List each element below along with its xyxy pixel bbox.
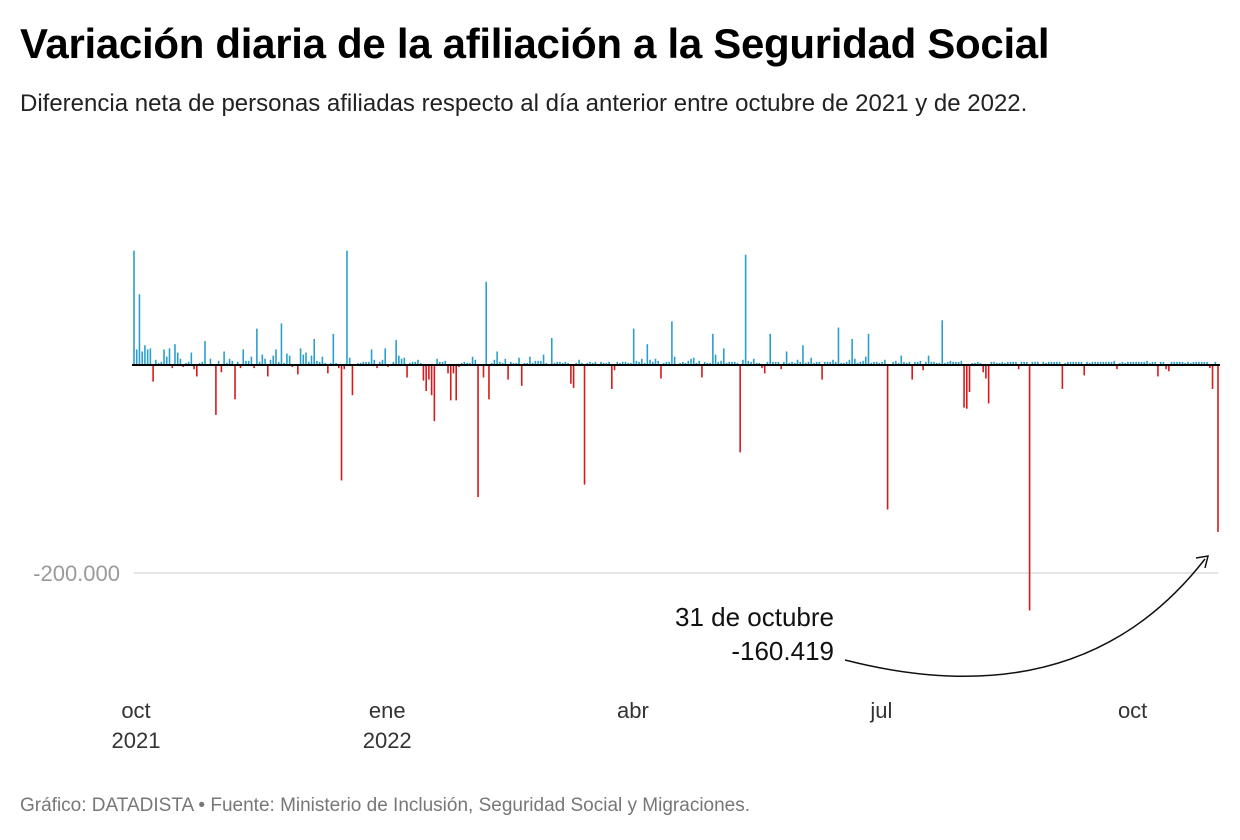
- x-tick-label-month: oct: [121, 698, 150, 723]
- annotation-arrow-head: [1195, 555, 1210, 569]
- bar-series: [133, 250, 1219, 611]
- daily-affiliation-chart: -200.000 oct 2021 ene 2022 abr jul oct 31 de o…: [33, 250, 1220, 753]
- x-tick-label-month: abr: [617, 698, 649, 723]
- x-tick-label-month: jul: [869, 698, 892, 723]
- annotation-date: 31 de octubre: [675, 602, 834, 632]
- x-tick-label-month: oct: [1118, 698, 1147, 723]
- annotation: 31 de octubre -160.419: [675, 555, 1210, 677]
- y-axis-labels: -200.000: [33, 561, 120, 586]
- x-tick-label-year: 2021: [112, 728, 161, 753]
- x-tick-label-month: ene: [369, 698, 406, 723]
- y-tick-label: -200.000: [33, 561, 120, 586]
- annotation-arrow: [844, 558, 1206, 677]
- annotation-value: -160.419: [731, 636, 834, 666]
- chart-title: Variación diaria de la afiliación a la S…: [20, 20, 1050, 67]
- source-footer: Gráfico: DATADISTA • Fuente: Ministerio …: [20, 795, 751, 816]
- x-axis-labels: oct 2021 ene 2022 abr jul oct: [112, 698, 1148, 753]
- chart-subtitle: Diferencia neta de personas afiliadas re…: [20, 90, 1028, 117]
- x-tick-label-year: 2022: [363, 728, 412, 753]
